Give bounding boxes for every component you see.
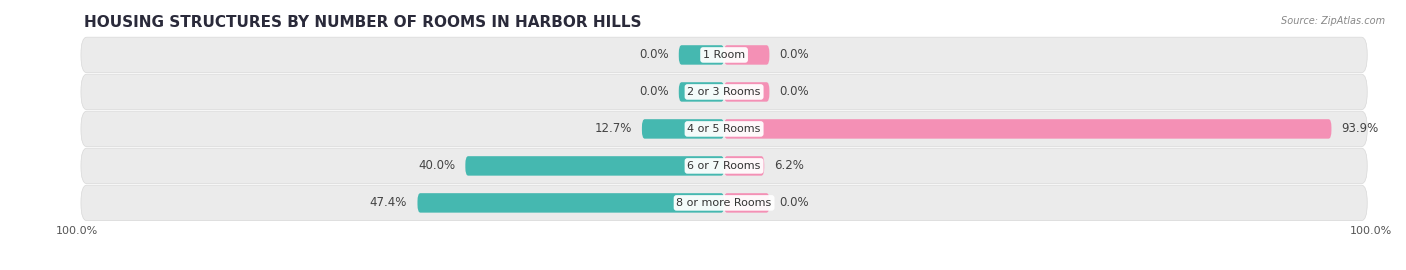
Text: 93.9%: 93.9%	[1341, 122, 1379, 136]
FancyBboxPatch shape	[724, 156, 765, 176]
Text: 40.0%: 40.0%	[418, 159, 456, 173]
Text: 6.2%: 6.2%	[775, 159, 804, 173]
Text: 0.0%: 0.0%	[638, 85, 668, 99]
Text: 6 or 7 Rooms: 6 or 7 Rooms	[688, 161, 761, 171]
FancyBboxPatch shape	[465, 156, 724, 176]
FancyBboxPatch shape	[82, 111, 1367, 147]
FancyBboxPatch shape	[643, 119, 724, 139]
Text: 4 or 5 Rooms: 4 or 5 Rooms	[688, 124, 761, 134]
Text: 8 or more Rooms: 8 or more Rooms	[676, 198, 772, 208]
FancyBboxPatch shape	[82, 185, 1367, 221]
Text: HOUSING STRUCTURES BY NUMBER OF ROOMS IN HARBOR HILLS: HOUSING STRUCTURES BY NUMBER OF ROOMS IN…	[84, 15, 641, 30]
FancyBboxPatch shape	[418, 193, 724, 213]
FancyBboxPatch shape	[679, 82, 724, 102]
Text: 47.4%: 47.4%	[370, 196, 408, 210]
Text: 12.7%: 12.7%	[595, 122, 631, 136]
Text: 0.0%: 0.0%	[780, 48, 810, 62]
FancyBboxPatch shape	[724, 45, 769, 65]
FancyBboxPatch shape	[724, 193, 769, 213]
Text: 0.0%: 0.0%	[638, 48, 668, 62]
Text: 0.0%: 0.0%	[780, 196, 810, 210]
Text: 2 or 3 Rooms: 2 or 3 Rooms	[688, 87, 761, 97]
FancyBboxPatch shape	[82, 74, 1367, 110]
Text: 1 Room: 1 Room	[703, 50, 745, 60]
FancyBboxPatch shape	[82, 37, 1367, 73]
FancyBboxPatch shape	[82, 148, 1367, 184]
FancyBboxPatch shape	[724, 119, 1331, 139]
Text: Source: ZipAtlas.com: Source: ZipAtlas.com	[1281, 16, 1385, 26]
Text: 0.0%: 0.0%	[780, 85, 810, 99]
FancyBboxPatch shape	[724, 82, 769, 102]
FancyBboxPatch shape	[679, 45, 724, 65]
